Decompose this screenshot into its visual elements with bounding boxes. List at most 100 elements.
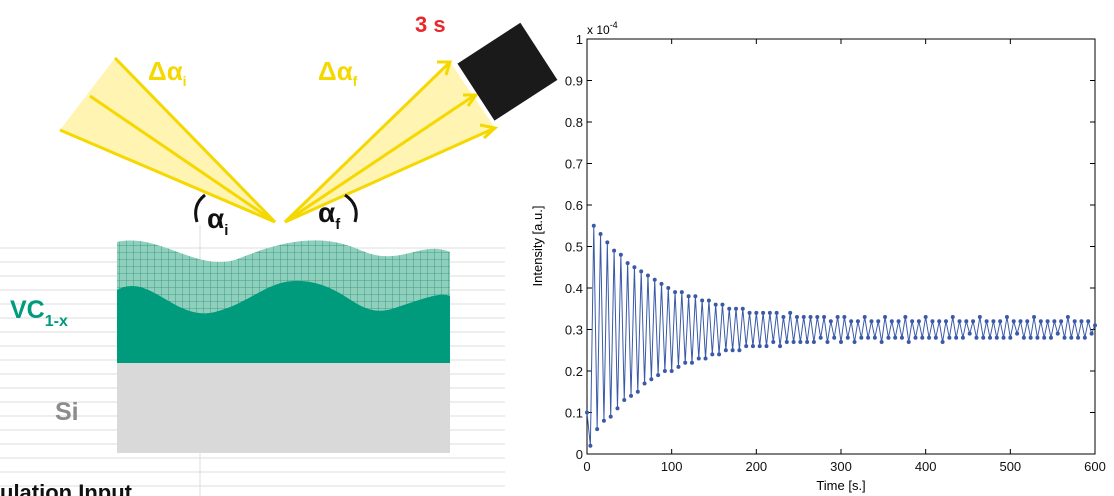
data-point bbox=[852, 339, 857, 344]
data-point bbox=[988, 335, 993, 340]
data-point bbox=[1018, 319, 1023, 324]
data-point bbox=[1025, 319, 1030, 324]
data-point bbox=[1076, 335, 1081, 340]
beams bbox=[59, 56, 499, 224]
incident-angle: αi bbox=[207, 203, 228, 239]
subscript: f bbox=[353, 73, 358, 89]
y-multiplier: x 10-4 bbox=[587, 20, 618, 37]
data-point bbox=[1015, 331, 1020, 336]
data-point bbox=[913, 335, 918, 340]
y-tick-label: 1 bbox=[576, 32, 583, 47]
data-point bbox=[618, 252, 623, 257]
data-point bbox=[923, 315, 928, 320]
data-point bbox=[706, 298, 711, 303]
data-point bbox=[920, 335, 925, 340]
data-point bbox=[906, 339, 911, 344]
plot-frame bbox=[586, 38, 1096, 455]
label: α bbox=[318, 197, 335, 228]
data-point bbox=[845, 335, 850, 340]
data-point bbox=[788, 310, 793, 315]
data-point bbox=[720, 302, 725, 307]
y-tick-label: 0.1 bbox=[565, 406, 583, 421]
data-point bbox=[713, 302, 718, 307]
data-point bbox=[761, 310, 766, 315]
substrate bbox=[117, 363, 450, 453]
data-point bbox=[889, 319, 894, 324]
data-point bbox=[957, 319, 962, 324]
data-point bbox=[950, 315, 955, 320]
data-point bbox=[632, 265, 637, 270]
data-point bbox=[730, 348, 735, 353]
data-point bbox=[1008, 335, 1013, 340]
data-point bbox=[652, 277, 657, 282]
data-point bbox=[1038, 319, 1043, 324]
data-point bbox=[689, 360, 694, 365]
data-point bbox=[1021, 335, 1026, 340]
y-tick-label: 0.9 bbox=[565, 74, 583, 89]
data-point bbox=[977, 315, 982, 320]
data-point bbox=[1042, 335, 1047, 340]
data-point bbox=[1082, 335, 1087, 340]
data-point bbox=[899, 335, 904, 340]
data-point bbox=[798, 339, 803, 344]
data-point bbox=[1032, 315, 1037, 320]
data-point bbox=[662, 369, 667, 373]
data-point bbox=[710, 352, 715, 357]
data-point bbox=[1048, 335, 1053, 340]
x-tick-label: 200 bbox=[745, 459, 767, 474]
section-heading: ulation Input bbox=[0, 480, 133, 496]
incident-spread: Δαi bbox=[148, 56, 187, 89]
data-point bbox=[645, 273, 650, 278]
data-point bbox=[943, 319, 948, 324]
data-point bbox=[754, 310, 759, 315]
substrate-label: Si bbox=[55, 398, 79, 426]
data-point bbox=[811, 339, 816, 344]
data-point bbox=[930, 319, 935, 324]
y-tick-label: 0.7 bbox=[565, 157, 583, 172]
data-point bbox=[673, 290, 678, 295]
data-point bbox=[825, 339, 830, 344]
y-tick-label: 0.5 bbox=[565, 240, 583, 255]
data-point bbox=[1086, 319, 1091, 324]
data-point bbox=[1072, 319, 1077, 324]
data-point bbox=[839, 339, 843, 344]
data-point bbox=[994, 335, 999, 340]
data-point bbox=[629, 393, 634, 398]
label: Δα bbox=[148, 56, 183, 86]
data-point bbox=[598, 232, 603, 237]
data-point bbox=[872, 335, 877, 340]
data-point bbox=[876, 319, 881, 324]
data-point bbox=[635, 389, 640, 394]
data-point bbox=[893, 335, 898, 340]
data-point bbox=[659, 281, 664, 286]
data-point bbox=[879, 339, 884, 344]
exit-angle: αf bbox=[318, 197, 341, 233]
data-point bbox=[679, 290, 684, 295]
data-point bbox=[910, 319, 915, 324]
label: VC bbox=[10, 296, 45, 324]
data-point bbox=[971, 319, 976, 324]
data-point bbox=[696, 356, 701, 361]
subscript: 1-x bbox=[45, 313, 68, 330]
x-tick-label: 300 bbox=[830, 459, 852, 474]
data-point bbox=[927, 335, 932, 340]
angle-arc bbox=[344, 193, 358, 223]
data-point bbox=[849, 319, 854, 324]
data-point bbox=[734, 306, 739, 311]
x-tick-label: 600 bbox=[1084, 459, 1106, 474]
data-point bbox=[612, 248, 617, 253]
data-point bbox=[1001, 335, 1006, 340]
data-point bbox=[933, 335, 938, 340]
data-point bbox=[666, 286, 671, 290]
y-tick-label: 0.3 bbox=[565, 323, 583, 338]
data-point bbox=[937, 319, 942, 324]
data-point bbox=[960, 335, 965, 340]
data-point bbox=[1028, 335, 1033, 340]
data-point bbox=[750, 344, 755, 349]
data-point bbox=[1062, 335, 1067, 340]
data-point bbox=[767, 310, 772, 315]
data-point bbox=[588, 443, 593, 448]
film-label: VC1-x bbox=[10, 296, 68, 330]
diagram: 3 s Δαi Δαf αi αf VC1-x Si ulation Input bbox=[0, 12, 558, 496]
subscript: f bbox=[335, 216, 341, 233]
